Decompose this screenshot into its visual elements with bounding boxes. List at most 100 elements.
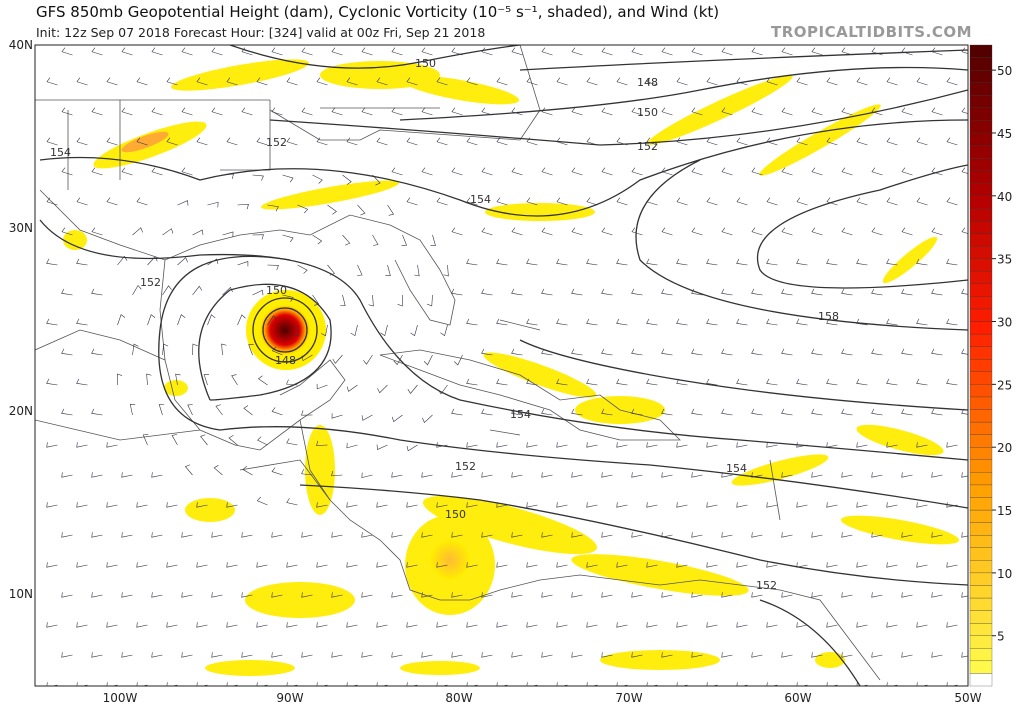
wind-barb <box>211 652 223 658</box>
wind-barb <box>706 77 718 86</box>
wind-barb <box>466 137 478 146</box>
wind-barb <box>391 167 403 176</box>
wind-barb <box>631 47 643 56</box>
wind-barb <box>901 472 913 478</box>
wind-barb <box>511 167 523 176</box>
wind-barb <box>826 197 838 206</box>
wind-barb <box>301 469 313 476</box>
wind-barb <box>271 47 283 56</box>
wind-barb <box>76 77 88 86</box>
wind-barb <box>196 562 208 568</box>
colorbar-tick-label: 40 <box>997 190 1012 204</box>
wind-barb <box>736 318 748 326</box>
colorbar-tick-label: 15 <box>997 504 1012 518</box>
wind-barb <box>61 592 73 598</box>
vorticity-shading <box>63 59 960 676</box>
wind-barb <box>46 502 58 508</box>
wind-barb <box>372 234 379 246</box>
wind-barb <box>286 379 298 386</box>
wind-barb <box>181 107 193 116</box>
wind-barb <box>961 408 968 415</box>
wind-barb <box>301 652 313 658</box>
wind-barb <box>151 107 163 116</box>
contour-label: 150 <box>266 284 287 297</box>
wind-barb <box>661 532 673 538</box>
wind-barb <box>282 174 294 183</box>
wind-barb <box>751 167 763 176</box>
wind-barb <box>207 314 216 326</box>
wind-barb <box>916 197 928 206</box>
wind-barb <box>437 384 448 395</box>
wind-barb <box>61 532 73 538</box>
wind-barb <box>961 348 968 355</box>
wind-barb <box>466 622 478 628</box>
wind-barb <box>346 502 358 508</box>
colorbar-segment <box>969 535 993 548</box>
wind-barb <box>901 227 913 236</box>
colorbar-segment <box>969 95 993 108</box>
wind-barb <box>886 622 898 628</box>
wind-barb <box>241 107 253 116</box>
wind-barb <box>61 167 73 176</box>
wind-barb <box>916 442 928 448</box>
wind-barb <box>661 408 673 416</box>
wind-barb <box>136 77 148 86</box>
wind-barb <box>631 348 643 356</box>
wind-barb <box>826 562 838 568</box>
wind-barb <box>571 348 583 356</box>
wind-barb <box>901 348 913 356</box>
wind-barb <box>616 378 628 386</box>
wind-barb <box>377 384 388 394</box>
wind-barb <box>106 562 118 568</box>
wind-barb <box>496 258 508 266</box>
wind-barb <box>132 284 142 296</box>
wind-barb <box>766 378 778 386</box>
colorbar-segment <box>969 208 993 222</box>
wind-barb <box>132 343 139 356</box>
wind-barb <box>586 502 598 508</box>
wind-barb <box>166 562 178 568</box>
contour-label: 152 <box>266 136 287 149</box>
wind-barb <box>256 562 268 568</box>
wind-barb <box>385 264 391 276</box>
wind-barb <box>147 256 158 266</box>
wind-barb <box>346 622 358 628</box>
wind-barb <box>811 107 823 116</box>
wind-barb <box>436 502 448 508</box>
wind-barb <box>901 167 913 176</box>
wind-barb <box>541 592 553 598</box>
wind-barb <box>129 403 136 416</box>
wind-barb <box>751 532 763 538</box>
wind-barb <box>106 442 118 448</box>
wind-barb <box>631 227 643 236</box>
wind-barb <box>616 258 628 266</box>
wind-barb <box>376 502 388 508</box>
wind-barb <box>646 318 658 326</box>
wind-barb <box>376 622 388 628</box>
wind-barb <box>211 107 223 116</box>
colorbar-segment <box>969 484 993 498</box>
wind-barb <box>526 378 538 386</box>
wind-barb <box>207 201 219 208</box>
wind-barb <box>916 622 928 628</box>
wind-barb <box>142 434 149 446</box>
wind-barb <box>556 502 568 508</box>
wind-barb <box>766 442 778 448</box>
wind-barb <box>451 107 463 116</box>
colorbar-segment <box>969 183 993 196</box>
wind-barb <box>46 378 58 386</box>
wind-barb <box>391 472 403 478</box>
wind-barb <box>410 324 418 337</box>
wind-barb <box>916 562 928 568</box>
wind-barb <box>466 197 478 206</box>
wind-barb <box>436 562 448 568</box>
wind-barb <box>436 197 448 206</box>
wind-barb <box>706 622 718 628</box>
colorbar-tick-label: 45 <box>997 127 1012 141</box>
wind-barb <box>781 227 793 236</box>
wind-barb <box>811 472 823 478</box>
wind-barb <box>871 532 883 538</box>
wind-barb <box>121 47 133 56</box>
wind-barb <box>856 318 868 326</box>
wind-barb <box>312 234 323 245</box>
